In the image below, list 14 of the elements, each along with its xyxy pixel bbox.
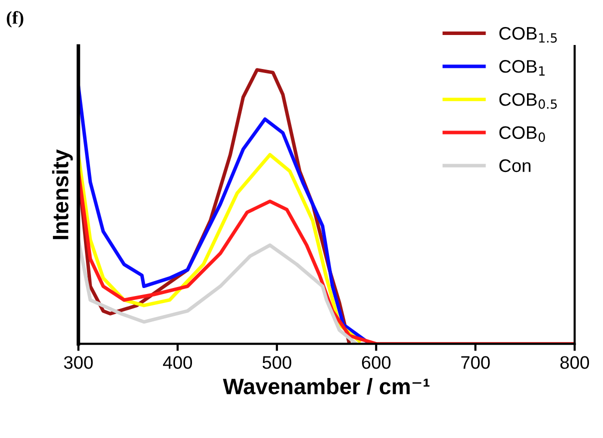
x-tick-label: 400 (163, 356, 192, 369)
x-tick-label: 600 (362, 356, 391, 369)
x-tick-label: 500 (262, 356, 292, 369)
text: (f) (6, 10, 24, 28)
x-tick-label: 300 (64, 356, 93, 369)
legend-label: Con (499, 159, 530, 172)
x-tick-label: 800 (560, 356, 590, 369)
legend-label: COB$_{0.5}$ (499, 93, 557, 109)
legend-label: COB$_{1}$ (499, 60, 545, 76)
legend-label: COB$_{0}$ (499, 126, 545, 142)
legend-label: COB$_{1.5}$ (499, 26, 557, 43)
x-axis-title: Wavenamber / cm⁻¹ (222, 378, 430, 395)
x-tick-label: 700 (461, 356, 490, 369)
y-axis-title: Intensity (52, 149, 73, 240)
